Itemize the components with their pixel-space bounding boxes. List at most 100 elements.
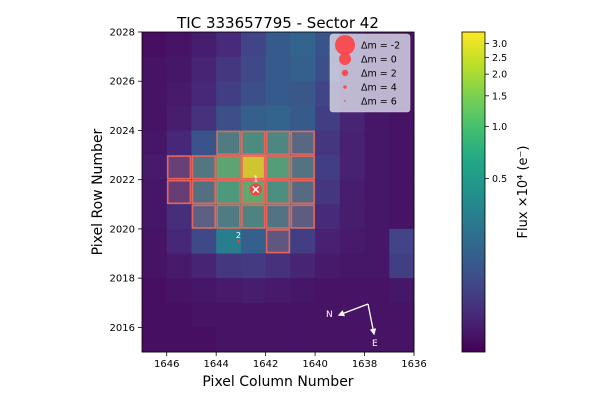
colorbar-tick-label: 2.0	[492, 70, 507, 81]
heatmap-pixel	[240, 155, 267, 181]
y-tick-label: 2022	[110, 175, 135, 186]
heatmap-pixel	[240, 204, 267, 230]
heatmap-pixel	[339, 228, 365, 254]
aperture-pixel	[265, 179, 291, 205]
heatmap-pixel	[290, 81, 316, 107]
aperture-pixel	[241, 155, 266, 180]
heatmap-pixel	[142, 327, 168, 353]
heatmap-pixel	[142, 130, 168, 156]
colorbar: 0.5 1.0 1.5 2.0 2.5 3.0 Flux ×10⁴ (e⁻)	[461, 31, 531, 353]
heatmap-pixel	[166, 302, 192, 328]
legend: Δm = -2 Δm = 0 Δm = 2 Δm = 4 Δm = 6	[329, 33, 411, 113]
legend-label: Δm = -2	[361, 41, 400, 52]
heatmap-pixel	[166, 327, 192, 353]
heatmap-pixel	[265, 253, 291, 279]
x-tick-label: 1636	[401, 359, 426, 370]
heatmap-pixel	[240, 130, 267, 156]
heatmap-pixel	[191, 228, 217, 254]
aperture-pixel	[166, 179, 192, 205]
colorbar-tick-label: 1.0	[492, 122, 507, 133]
legend-label: Δm = 6	[361, 97, 397, 108]
aperture-pixel	[265, 130, 291, 155]
heatmap-pixel	[240, 81, 267, 107]
heatmap-pixel	[339, 130, 365, 156]
heatmap-pixel	[389, 155, 415, 181]
heatmap-pixel	[216, 130, 242, 156]
heatmap-pixel	[290, 204, 316, 230]
y-tick-label: 2016	[110, 323, 135, 334]
heatmap-pixel	[290, 56, 316, 82]
heatmap-pixel	[216, 302, 242, 328]
star-label: 1	[253, 175, 258, 184]
y-axis: 2016 2018 2020 2022 2024 2026 2028	[110, 28, 142, 334]
heatmap-pixel	[166, 253, 192, 279]
heatmap-pixel	[191, 302, 217, 328]
heatmap-pixel	[216, 56, 242, 82]
heatmap-pixel	[315, 155, 341, 181]
heatmap-pixel	[216, 179, 242, 205]
heatmap-pixel	[265, 327, 291, 353]
heatmap-pixel	[339, 155, 365, 181]
heatmap-pixel	[265, 105, 291, 131]
aperture-pixel	[290, 179, 315, 205]
aperture-pixel	[216, 130, 241, 155]
star-label: 2	[236, 231, 241, 240]
colorbar-tick-label: 1.5	[492, 91, 507, 102]
heatmap-pixel	[315, 228, 341, 254]
heatmap-pixel	[191, 327, 217, 353]
heatmap-pixel	[315, 278, 341, 304]
heatmap-pixel	[216, 253, 242, 279]
heatmap-pixel	[216, 204, 242, 230]
heatmap-pixel	[166, 155, 192, 181]
heatmap-pixel	[364, 204, 390, 230]
heatmap-pixel	[389, 327, 415, 353]
heatmap-pixel	[191, 155, 217, 181]
heatmap-pixel	[191, 204, 217, 230]
heatmap-pixel	[389, 179, 415, 205]
heatmap-pixel	[166, 32, 192, 58]
heatmap-pixel	[240, 253, 267, 279]
star-marker	[237, 239, 240, 243]
heatmap-pixel	[166, 179, 192, 205]
colorbar-label: Flux ×10⁴ (e⁻)	[516, 146, 531, 239]
heatmap-pixel	[142, 81, 168, 107]
heatmap-pixel	[191, 179, 217, 205]
heatmap-pixel	[290, 253, 316, 279]
aperture-pixel	[166, 155, 192, 180]
heatmap-pixel	[389, 130, 415, 156]
aperture-pixel	[290, 130, 315, 155]
heatmap-pixel	[364, 327, 390, 353]
heatmap-pixel	[142, 32, 168, 58]
heatmap-pixel	[142, 105, 168, 131]
x-tick-label: 1646	[154, 359, 179, 370]
heatmap-pixel	[364, 228, 390, 254]
y-tick-label: 2026	[110, 77, 135, 88]
heatmap-pixel	[166, 105, 192, 131]
colorbar-tick-label: 3.0	[492, 39, 507, 50]
heatmap-pixel	[166, 130, 192, 156]
heatmap-pixel	[142, 204, 168, 230]
heatmap-pixel	[389, 253, 415, 279]
heatmap-pixel	[142, 253, 168, 279]
heatmap-pixel	[290, 302, 316, 328]
heatmap-pixel	[191, 130, 217, 156]
east-arrow	[367, 303, 377, 336]
heatmap-pixel	[364, 253, 390, 279]
aperture-pixel	[265, 229, 291, 254]
heatmap-pixel	[142, 278, 168, 304]
heatmap-pixel	[265, 32, 291, 58]
heatmap-pixel	[142, 56, 168, 82]
heatmap-pixel	[339, 327, 365, 353]
heatmap-pixel	[290, 327, 316, 353]
heatmap-pixel	[240, 56, 267, 82]
heatmap-pixel	[315, 130, 341, 156]
heatmap-pixel	[191, 32, 217, 58]
heatmap-pixel	[290, 228, 316, 254]
star-cross-icon	[252, 185, 260, 194]
heatmap-pixel	[290, 155, 316, 181]
aperture-pixel	[216, 179, 241, 205]
heatmap-pixel	[240, 302, 267, 328]
heatmap-pixel	[166, 278, 192, 304]
legend-marker	[341, 69, 349, 77]
